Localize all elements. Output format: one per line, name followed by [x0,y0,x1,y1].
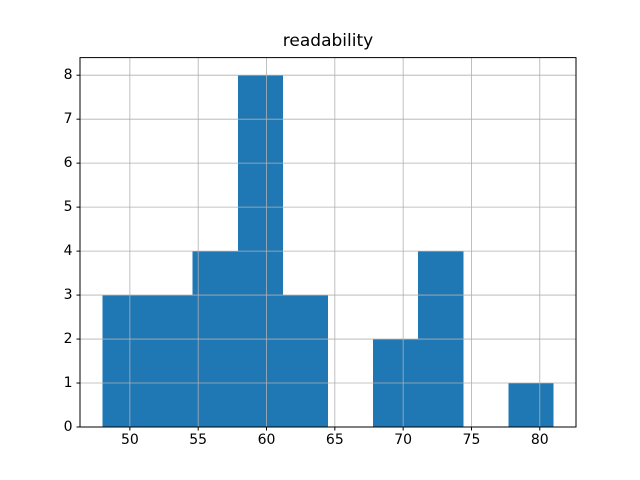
axes-frame [79,57,577,428]
y-tick-label: 8 [64,67,73,83]
x-tick-label: 60 [258,432,276,448]
histogram-bar [147,295,193,427]
histogram-bar [282,295,328,427]
histogram-bar [508,383,554,427]
x-tick-label: 80 [531,432,549,448]
y-tick-label: 2 [64,331,73,347]
y-tick-label: 1 [64,375,73,391]
y-tick-label: 0 [64,419,73,435]
x-tick-label: 50 [121,432,139,448]
histogram-bar [102,295,148,427]
x-tick-label: 70 [394,432,412,448]
x-tick-label: 55 [189,432,207,448]
x-tick-label: 75 [463,432,481,448]
y-tick-label: 5 [64,199,73,215]
y-tick-label: 3 [64,287,73,303]
y-tick-label: 4 [64,243,73,259]
y-tick-label: 6 [64,155,73,171]
y-tick-label: 7 [64,111,73,127]
chart-title: readability [282,31,374,51]
x-tick-label: 65 [326,432,344,448]
